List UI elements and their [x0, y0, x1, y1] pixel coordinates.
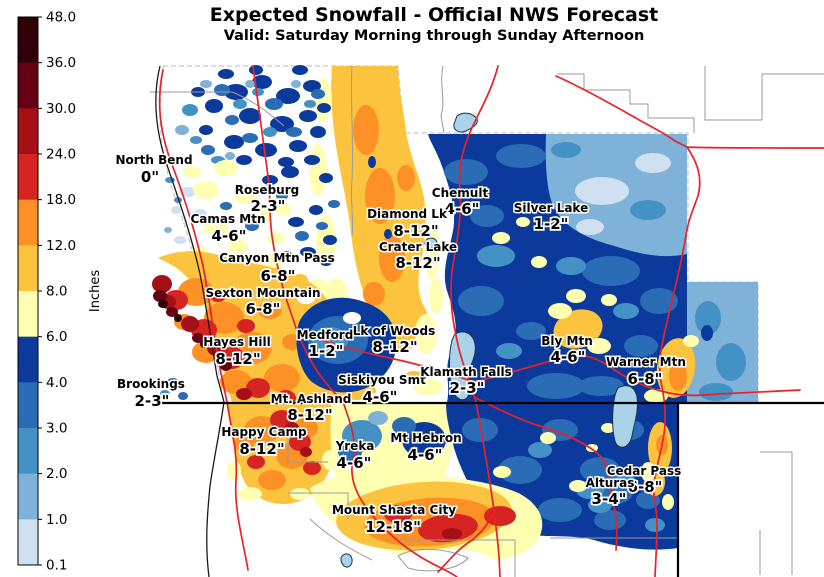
- page-subtitle: Valid: Saturday Morning through Sunday A…: [223, 27, 645, 44]
- station-name-label: Diamond Lk: [367, 207, 448, 221]
- station-name-label: Camas Mtn: [190, 212, 265, 226]
- station-name-label: Siskiyou Smt: [338, 373, 426, 387]
- colorbar-tick-label: 3.0: [46, 421, 67, 437]
- station-name-label: Brookings: [117, 377, 185, 391]
- station-value-label: 2-3": [450, 379, 485, 397]
- station-value-label: 6-8": [628, 478, 663, 496]
- station-name-label: Chemult: [432, 186, 489, 200]
- station-value-label: 1-2": [309, 342, 344, 360]
- station-value-label: 8-12": [393, 222, 438, 240]
- station-name-label: Sexton Mountain: [206, 286, 321, 300]
- station-name-label: North Bend: [115, 153, 192, 167]
- colorbar-segment: [18, 519, 38, 566]
- colorbar-segment: [18, 17, 38, 64]
- colorbar-tick-label: 18.0: [46, 192, 76, 208]
- title-block: Expected Snowfall - Official NWS Forecas…: [110, 4, 758, 45]
- colorbar-segment: [18, 428, 38, 475]
- station-name-label: Mt Hebron: [390, 431, 461, 445]
- station-name-label: Crater Lake: [379, 240, 457, 254]
- colorbar: 48.0 36.0 30.0 24.0 18.0 12.0 8.0 6.0 4.0 3.0 2.0 1…: [17, 10, 103, 574]
- colorbar-tick-label: 2.0: [46, 466, 67, 482]
- colorbar-segment: [18, 154, 38, 201]
- station-name-label: Lk of Woods: [353, 324, 435, 338]
- highways: [158, 65, 824, 577]
- station-name-label: Silver Lake: [514, 201, 588, 215]
- colorbar-segment: [18, 382, 38, 429]
- colorbar-tick-label: 0.1: [46, 558, 67, 574]
- station-value-label: 4-6": [408, 446, 443, 464]
- colorbar-tick-label: 36.0: [46, 55, 76, 71]
- station-name-label: Alturas: [586, 476, 635, 490]
- station-value-label: 8-12": [395, 254, 440, 272]
- colorbar-unit-label: Inches: [88, 270, 103, 312]
- station-value-label: 2-3": [135, 392, 170, 410]
- station-value-label: 3-4": [592, 490, 627, 508]
- colorbar-tick-label: 6.0: [46, 329, 67, 345]
- colorbar-tick-label: 4.0: [46, 375, 67, 391]
- station-name-label: Bly Mtn: [541, 334, 592, 348]
- station-value-label: 8-12": [372, 338, 417, 356]
- station-value-label: 6-8": [246, 300, 281, 318]
- colorbar-segment: [18, 245, 38, 292]
- lakes: [340, 112, 638, 568]
- colorbar-tick-label: 48.0: [46, 10, 76, 26]
- colorbar-tick-label: 30.0: [46, 101, 76, 117]
- crater-lake: [424, 237, 438, 249]
- county-lines: [150, 65, 824, 577]
- station-value-label: 2-3": [251, 197, 286, 215]
- page-title: Expected Snowfall - Official NWS Forecas…: [209, 4, 659, 26]
- station-name-label: Canyon Mtn Pass: [219, 251, 335, 265]
- station-name-label: Mt. Ashland: [271, 392, 352, 406]
- station-value-label: 0": [141, 168, 159, 186]
- colorbar-tick-label: 12.0: [46, 238, 76, 254]
- station-value-label: 4-6": [212, 227, 247, 245]
- station-name-label: Mount Shasta City: [332, 503, 456, 517]
- colorbar-segment: [18, 473, 38, 520]
- station-name-label: Roseburg: [235, 183, 299, 197]
- station-name-label: Yreka: [335, 439, 375, 453]
- colorbar-segment: [18, 108, 38, 155]
- station-value-label: 8-12": [215, 350, 260, 368]
- colorbar-segment: [18, 336, 38, 383]
- station-name-label: Hayes Hill: [203, 335, 270, 349]
- coastline: [155, 65, 225, 577]
- station-name-label: Happy Camp: [221, 425, 307, 439]
- station-value-label: 12-18": [365, 518, 421, 536]
- station-value-label: 1-2": [534, 215, 569, 233]
- station-name-label: Medford: [297, 328, 354, 342]
- colorbar-segment: [18, 62, 38, 109]
- station-value-label: 4-6": [363, 388, 398, 406]
- station-value-label: 6-8": [261, 267, 296, 285]
- colorbar-tick-label: 8.0: [46, 284, 67, 300]
- station-value-label: 6-8": [628, 370, 663, 388]
- colorbar-segment: [18, 199, 38, 246]
- station-value-label: 4-6": [337, 454, 372, 472]
- station-value-label: 8-12": [287, 406, 332, 424]
- colorbar-segment: [18, 291, 38, 338]
- colorbar-tick-label: 24.0: [46, 147, 76, 163]
- station-name-label: Klamath Falls: [420, 365, 512, 379]
- state-borders: [162, 401, 824, 577]
- station-value-label: 4-6": [445, 200, 480, 218]
- station-value-label: 4-6": [551, 348, 586, 366]
- colorbar-tick-label: 1.0: [46, 512, 67, 528]
- station-name-label: Cedar Pass: [607, 464, 682, 478]
- station-value-label: 8-12": [239, 440, 284, 458]
- station-name-label: Warner Mtn: [606, 355, 686, 369]
